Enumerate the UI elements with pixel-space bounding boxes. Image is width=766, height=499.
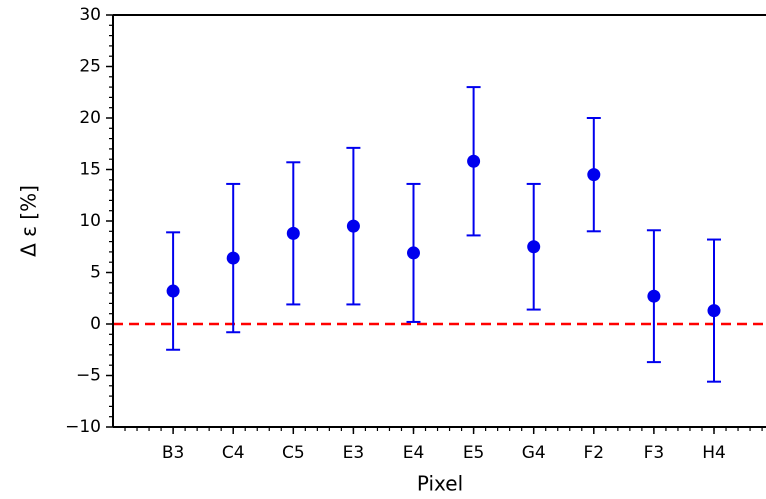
data-point [527, 240, 541, 254]
x-tick-label: E5 [463, 443, 485, 463]
y-tick-label: 15 [79, 160, 101, 180]
data-point [467, 154, 481, 168]
x-tick-label: F2 [583, 443, 604, 463]
y-tick-label: −5 [76, 366, 101, 386]
x-tick-label: C5 [282, 443, 305, 463]
x-tick-label: E4 [403, 443, 425, 463]
data-point [707, 304, 721, 318]
y-tick-label: 5 [90, 263, 101, 283]
y-tick-label: 0 [90, 314, 101, 334]
x-tick-label: F3 [644, 443, 665, 463]
data-point [647, 289, 661, 303]
y-tick-label: 30 [79, 5, 101, 25]
y-tick-label: 25 [79, 57, 101, 77]
y-tick-label: −10 [65, 417, 101, 437]
data-point [346, 219, 360, 233]
data-point [286, 226, 300, 240]
x-tick-label: C4 [222, 443, 245, 463]
x-tick-label: H4 [702, 443, 726, 463]
data-point [166, 284, 180, 298]
y-axis-label: Δ ε [%] [17, 185, 41, 257]
x-tick-label: G4 [522, 443, 546, 463]
data-point [587, 168, 601, 182]
data-point [407, 246, 420, 260]
x-axis-label: Pixel [417, 472, 463, 496]
x-tick-label: E3 [343, 443, 365, 463]
data-point [226, 251, 240, 265]
y-tick-label: 10 [79, 211, 101, 231]
x-tick-label: B3 [162, 443, 184, 463]
y-tick-label: 20 [79, 108, 101, 128]
